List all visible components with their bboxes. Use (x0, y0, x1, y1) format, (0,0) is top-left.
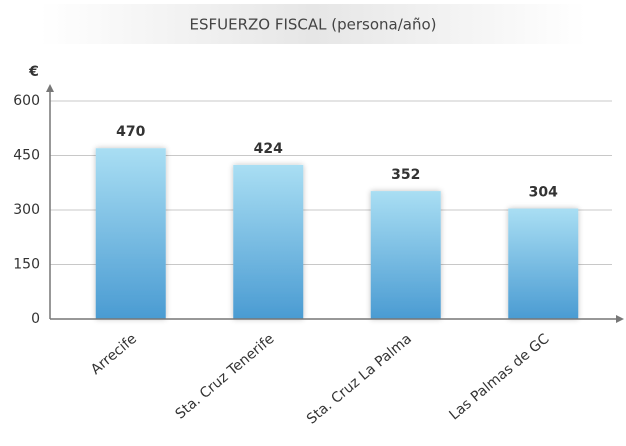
bar (95, 148, 166, 319)
x-tick-label: Arrecife (88, 331, 140, 378)
value-label: 352 (391, 167, 420, 183)
title-banner (40, 4, 586, 44)
value-label: 470 (116, 124, 145, 140)
y-tick-label: 450 (13, 148, 40, 164)
y-tick-label: 600 (13, 93, 40, 109)
value-label: 304 (529, 185, 558, 201)
bar (370, 191, 441, 319)
value-label: 424 (254, 141, 283, 157)
bar (233, 164, 304, 319)
x-tick-label: Sta. Cruz Tenerife (172, 331, 277, 423)
chart-title: ESFUERZO FISCAL (persona/año) (189, 16, 436, 34)
y-tick-label: 150 (13, 257, 40, 273)
x-tick-label: Las Palmas de GC (446, 331, 552, 424)
y-axis-arrow (46, 84, 54, 92)
x-axis-arrow (616, 315, 624, 323)
x-tick-label: Sta. Cruz La Palma (304, 331, 415, 428)
y-axis-label: € (28, 64, 39, 80)
y-tick-label: 0 (31, 311, 40, 327)
y-tick-label: 300 (13, 202, 40, 218)
bar (508, 208, 579, 319)
